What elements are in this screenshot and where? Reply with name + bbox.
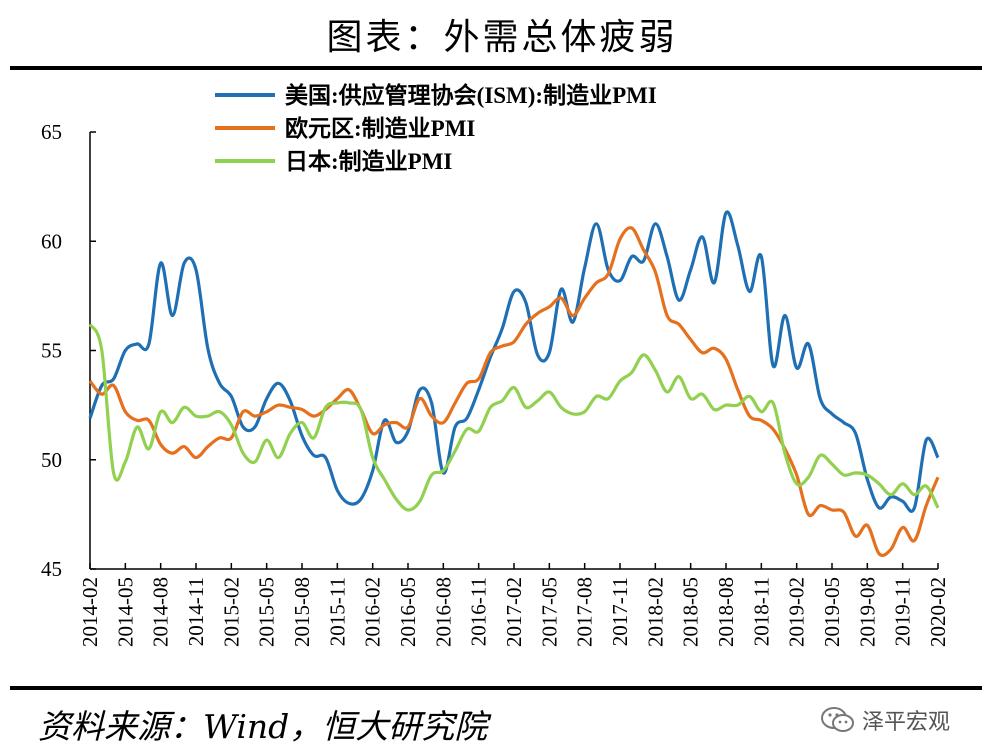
brand-badge: 泽平宏观: [820, 700, 950, 740]
y-tick-label: 65: [41, 120, 62, 144]
legend-label-2: 欧元区:制造业PMI: [285, 116, 475, 141]
x-tick-label: 2019-08: [855, 577, 879, 647]
x-tick-label: 2017-08: [573, 577, 597, 647]
x-tick-label: 2014-05: [113, 577, 137, 647]
x-tick-label: 2020-02: [926, 577, 950, 647]
pmi-line-chart: 45 50 55 60 65 2014-02 2014-05 2014-08 2014-11 20…: [41, 82, 950, 647]
x-tick-label: 2018-11: [749, 577, 773, 646]
title-rule: [10, 66, 982, 70]
x-tick-label: 2017-02: [502, 577, 526, 647]
x-tick-label: 2018-05: [679, 577, 703, 647]
x-tick-label: 2015-05: [255, 577, 279, 647]
legend-label-3: 日本:制造业PMI: [285, 149, 452, 174]
x-tick-label: 2017-11: [608, 577, 632, 646]
x-tick-label: 2016-08: [431, 577, 455, 647]
series-line-1: [88, 210, 940, 513]
x-tick-label: 2019-11: [891, 577, 915, 646]
x-tick-label: 2015-08: [290, 577, 314, 647]
footer-rule: [10, 686, 982, 690]
series-line-2: [88, 226, 940, 557]
y-tick-label: 60: [41, 229, 62, 253]
chart-series-lines: [88, 210, 940, 557]
wechat-icon: [821, 707, 854, 732]
source-note: 资料来源：Wind，恒大研究院: [38, 707, 488, 746]
y-tick-label: 50: [41, 448, 62, 472]
legend-label-1: 美国:供应管理协会(ISM):制造业PMI: [285, 82, 657, 108]
x-tick-label: 2019-05: [820, 577, 844, 647]
series-line-3: [88, 323, 940, 512]
x-tick-label: 2014-08: [149, 577, 173, 647]
x-tick-label: 2017-05: [537, 577, 561, 647]
x-tick-label: 2018-02: [643, 577, 667, 647]
y-tick-label: 55: [41, 339, 62, 363]
chart-axes: 45 50 55 60 65 2014-02 2014-05 2014-08 2014-11 20…: [41, 120, 950, 647]
x-tick-label: 2014-02: [78, 577, 102, 647]
x-tick-label: 2019-02: [785, 577, 809, 647]
brand-name: 泽平宏观: [862, 710, 951, 735]
x-tick-label: 2016-02: [361, 577, 385, 647]
page-title: 图表：外需总体疲弱: [326, 17, 678, 58]
x-tick-label: 2016-11: [467, 577, 491, 646]
y-tick-label: 45: [41, 557, 62, 581]
chart-legend: 美国:供应管理协会(ISM):制造业PMI 欧元区:制造业PMI 日本:制造业PMI: [215, 82, 657, 174]
x-tick-label: 2016-05: [396, 577, 420, 647]
x-tick-label: 2014-11: [184, 577, 208, 646]
x-tick-label: 2015-11: [325, 577, 349, 646]
x-tick-label: 2018-08: [714, 577, 738, 647]
x-tick-label: 2015-02: [219, 577, 243, 647]
